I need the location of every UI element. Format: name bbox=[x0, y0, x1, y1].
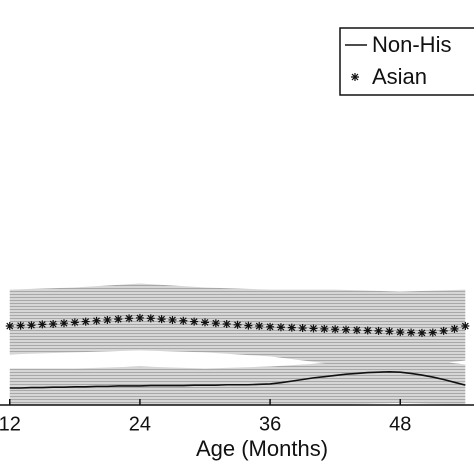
star-marker bbox=[5, 322, 14, 331]
series-line bbox=[9, 370, 466, 389]
star-marker bbox=[81, 317, 90, 326]
legend-box bbox=[339, 27, 474, 96]
x-tick-label: 24 bbox=[129, 413, 151, 435]
star-marker bbox=[320, 324, 329, 333]
star-marker bbox=[374, 326, 383, 335]
star-marker bbox=[179, 316, 188, 325]
star-marker bbox=[352, 326, 361, 335]
star-marker bbox=[450, 324, 459, 333]
star-marker bbox=[461, 322, 470, 331]
star-marker bbox=[49, 320, 58, 328]
star-marker bbox=[70, 318, 79, 327]
star-marker bbox=[396, 328, 405, 337]
star-marker bbox=[38, 320, 47, 329]
star-marker bbox=[92, 316, 101, 325]
star-marker bbox=[125, 314, 134, 323]
star-marker bbox=[309, 324, 318, 333]
star-marker bbox=[201, 318, 210, 327]
star-marker bbox=[342, 325, 351, 334]
star-marker bbox=[439, 326, 448, 335]
legend-marker bbox=[351, 73, 359, 81]
star-marker bbox=[157, 315, 166, 324]
star-marker bbox=[222, 320, 231, 328]
star-marker bbox=[298, 324, 307, 333]
plot-area bbox=[5, 283, 470, 405]
star-marker bbox=[276, 323, 285, 332]
star-marker bbox=[287, 323, 296, 332]
legend-label: Non-His bbox=[372, 32, 451, 57]
confidence-band bbox=[9, 356, 466, 405]
star-marker bbox=[331, 325, 340, 334]
star-marker bbox=[16, 321, 25, 330]
star-marker bbox=[428, 328, 437, 337]
star-marker bbox=[417, 328, 426, 337]
star-marker bbox=[363, 326, 372, 335]
star-marker bbox=[407, 328, 416, 337]
x-tick-label: 48 bbox=[389, 413, 411, 435]
star-marker bbox=[114, 315, 123, 324]
legend-label: Asian bbox=[372, 64, 427, 89]
x-tick-label: 36 bbox=[259, 413, 281, 435]
star-marker bbox=[266, 322, 275, 331]
star-marker bbox=[211, 319, 220, 328]
star-marker bbox=[135, 313, 144, 322]
star-marker bbox=[233, 320, 242, 329]
star-marker bbox=[103, 315, 112, 324]
star-marker bbox=[27, 321, 36, 330]
star-marker bbox=[168, 315, 177, 324]
x-tick-label: 12 bbox=[0, 413, 21, 435]
x-axis-label: Age (Months) bbox=[196, 436, 328, 461]
star-marker bbox=[385, 327, 394, 336]
star-marker bbox=[244, 321, 253, 330]
star-marker bbox=[190, 317, 199, 326]
star-marker bbox=[59, 319, 68, 328]
star-marker bbox=[255, 322, 264, 331]
star-marker bbox=[146, 314, 155, 323]
